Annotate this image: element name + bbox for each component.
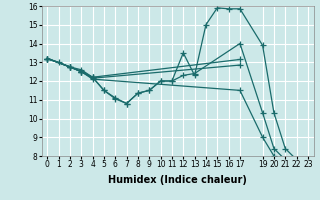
X-axis label: Humidex (Indice chaleur): Humidex (Indice chaleur) bbox=[108, 175, 247, 185]
